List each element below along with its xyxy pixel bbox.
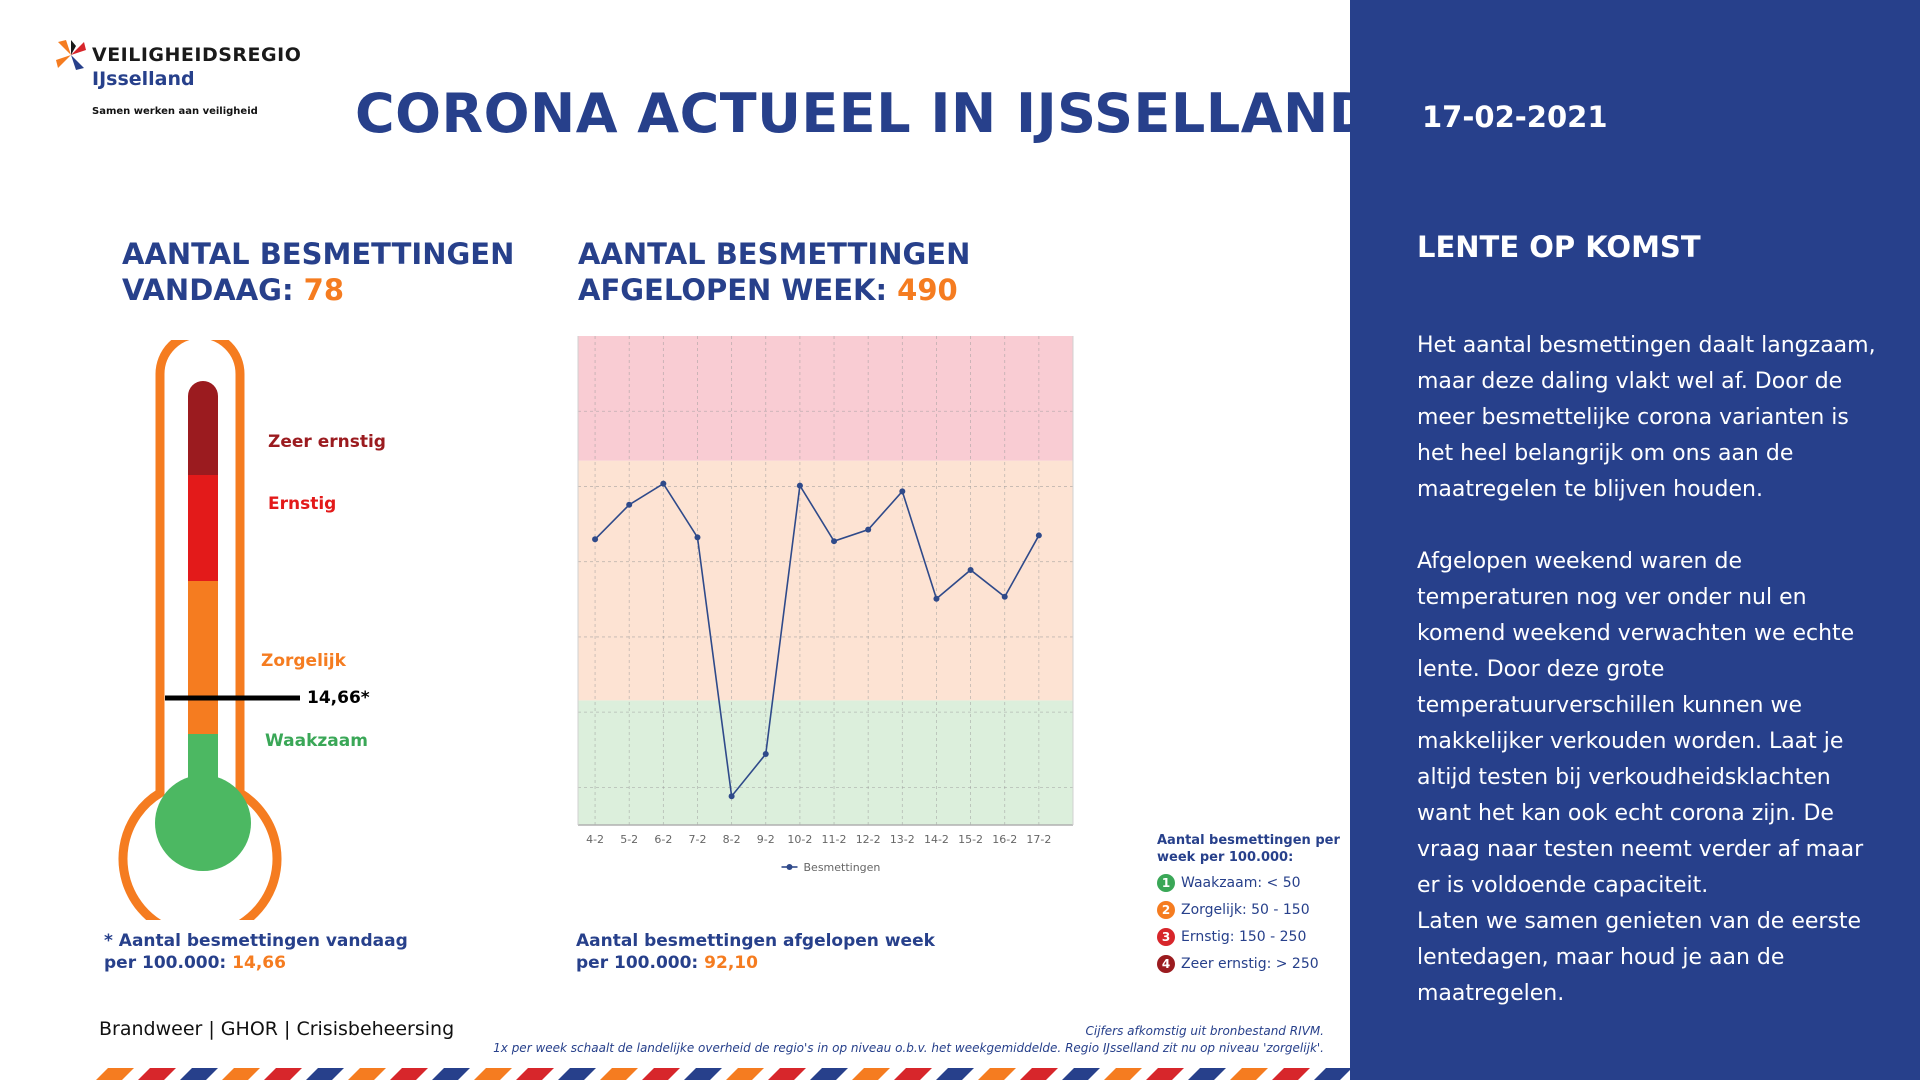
data-point <box>694 534 701 541</box>
number-4-icon: 4 <box>1157 955 1175 973</box>
week-footnote-line1: Aantal besmettingen afgelopen week <box>576 931 935 951</box>
x-tick-label: 10-2 <box>787 833 812 846</box>
footer-partners: Brandweer | GHOR | Crisisbeheersing <box>99 1018 455 1040</box>
week-value: 490 <box>897 273 958 307</box>
data-point <box>728 793 735 800</box>
data-point <box>831 538 838 545</box>
x-tick-label: 6-2 <box>654 833 672 846</box>
data-point <box>1001 593 1008 600</box>
x-tick-label: 7-2 <box>688 833 706 846</box>
logo-icon <box>56 40 86 70</box>
today-footnote-line1: * Aantal besmettingen vandaag <box>104 931 408 951</box>
x-tick-label: 15-2 <box>958 833 983 846</box>
today-footnote: * Aantal besmettingen vandaag per 100.00… <box>104 930 408 974</box>
source-note: Cijfers afkomstig uit bronbestand RIVM. … <box>493 1023 1324 1057</box>
legend-label: Ernstig: 150 - 250 <box>1181 929 1307 945</box>
label-ernstig: Ernstig <box>268 494 337 514</box>
x-tick-label: 16-2 <box>992 833 1017 846</box>
week-per100k: 92,10 <box>704 953 758 973</box>
side-paragraph: Afgelopen weekend waren de temperaturen … <box>1417 549 1864 898</box>
chart-band <box>578 700 1073 825</box>
x-tick-label: 13-2 <box>890 833 915 846</box>
today-heading-line1: AANTAL BESMETTINGEN <box>122 237 515 271</box>
source-line1: Cijfers afkomstig uit bronbestand RIVM. <box>1085 1024 1325 1038</box>
legend-item-ernstig: 3 Ernstig: 150 - 250 <box>1157 927 1306 947</box>
legend-item-zorgelijk: 2 Zorgelijk: 50 - 150 <box>1157 900 1310 920</box>
date-label: 17-02-2021 <box>1422 100 1608 134</box>
series-line <box>594 482 1040 799</box>
legend-label: Waakzaam: < 50 <box>1181 875 1301 891</box>
legend-item-zeer-ernstig: 4 Zeer ernstig: > 250 <box>1157 954 1319 974</box>
week-footnote: Aantal besmettingen afgelopen week per 1… <box>576 930 935 974</box>
logo-name: VEILIGHEIDSREGIO <box>92 44 302 66</box>
data-point <box>865 526 872 533</box>
number-1-icon: 1 <box>1157 874 1175 892</box>
x-tick-label: 14-2 <box>924 833 949 846</box>
x-tick-label: 5-2 <box>620 833 638 846</box>
page-title: CORONA ACTUEEL IN IJSSELLAND <box>355 82 1375 145</box>
x-tick-label: 12-2 <box>856 833 881 846</box>
legend-series-label: Besmettingen <box>804 861 881 874</box>
today-footnote-line2: per 100.000: 14,66 <box>104 953 286 973</box>
today-value: 78 <box>303 273 345 307</box>
decorative-stripe <box>96 1068 1352 1080</box>
side-panel: 17-02-2021 LENTE OP KOMST Het aantal bes… <box>1350 0 1920 1080</box>
data-point <box>933 595 940 602</box>
thermometer <box>118 340 300 920</box>
today-per100k: 14,66 <box>232 953 286 973</box>
chart-band <box>578 336 1073 461</box>
thermometer-zeer-ernstig-segment <box>188 381 218 475</box>
number-3-icon: 3 <box>1157 928 1175 946</box>
thermometer-ernstig-segment <box>188 475 218 581</box>
x-tick-label: 17-2 <box>1026 833 1051 846</box>
label-zeer-ernstig: Zeer ernstig <box>268 432 386 452</box>
logo-tagline: Samen werken aan veiligheid <box>92 106 258 117</box>
legend-label: Zorgelijk: 50 - 150 <box>1181 902 1310 918</box>
legend-item-waakzaam: 1 Waakzaam: < 50 <box>1157 873 1301 893</box>
label-zorgelijk: Zorgelijk <box>261 651 346 671</box>
x-tick-label: 4-2 <box>586 833 604 846</box>
thermometer-marker-label: 14,66* <box>307 688 370 708</box>
data-point <box>626 501 633 508</box>
x-tick-label: 9-2 <box>757 833 775 846</box>
week-heading-line2: AFGELOPEN WEEK: 490 <box>578 273 958 307</box>
x-tick-label: 8-2 <box>723 833 741 846</box>
data-point <box>592 536 599 543</box>
legend-label: Zeer ernstig: > 250 <box>1181 956 1319 972</box>
data-point <box>1035 532 1042 539</box>
line-chart: 4-2 5-2 6-2 7-2 8-2 9-2 10-2 11-2 12-2 13-2 14-2 15… <box>577 336 1074 874</box>
x-tick-label: 11-2 <box>822 833 847 846</box>
legend-marker <box>786 864 793 870</box>
data-point <box>660 480 667 487</box>
data-point <box>899 488 906 495</box>
today-heading-line2: VANDAAG: 78 <box>122 273 345 307</box>
today-heading: AANTAL BESMETTINGEN VANDAAG: 78 <box>122 236 514 308</box>
legend-title: Aantal besmettingen per week per 100.000… <box>1157 833 1340 865</box>
data-point <box>796 482 803 489</box>
number-2-icon: 2 <box>1157 901 1175 919</box>
label-waakzaam: Waakzaam <box>265 731 368 751</box>
week-footnote-line2: per 100.000: 92,10 <box>576 953 758 973</box>
logo-region: IJsselland <box>92 68 195 90</box>
week-heading-line1: AANTAL BESMETTINGEN <box>578 237 971 271</box>
data-point <box>967 566 974 573</box>
week-heading: AANTAL BESMETTINGEN AFGELOPEN WEEK: 490 <box>578 236 970 308</box>
side-heading: LENTE OP KOMST <box>1417 230 1701 264</box>
thermometer-bulb <box>155 775 251 871</box>
source-line2: 1x per week schaalt de landelijke overhe… <box>493 1041 1324 1055</box>
chart-band <box>578 460 1073 701</box>
side-paragraph: Het aantal besmettingen daalt langzaam, … <box>1417 333 1876 502</box>
thermometer-zorgelijk-segment <box>188 581 218 734</box>
data-point <box>762 751 769 758</box>
side-paragraph: Laten we samen genieten van de eerste le… <box>1417 909 1862 1006</box>
